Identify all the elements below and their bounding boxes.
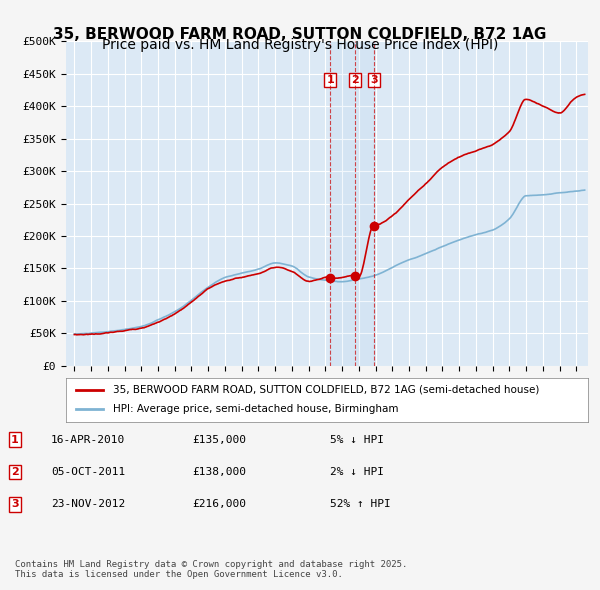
Text: 3: 3 — [370, 76, 377, 85]
Text: £135,000: £135,000 — [192, 435, 246, 444]
Text: 5% ↓ HPI: 5% ↓ HPI — [330, 435, 384, 444]
Text: £138,000: £138,000 — [192, 467, 246, 477]
Text: 35, BERWOOD FARM ROAD, SUTTON COLDFIELD, B72 1AG (semi-detached house): 35, BERWOOD FARM ROAD, SUTTON COLDFIELD,… — [113, 385, 539, 395]
Text: 3: 3 — [11, 500, 19, 509]
Text: Price paid vs. HM Land Registry's House Price Index (HPI): Price paid vs. HM Land Registry's House … — [102, 38, 498, 53]
Text: 23-NOV-2012: 23-NOV-2012 — [51, 500, 125, 509]
Text: 35, BERWOOD FARM ROAD, SUTTON COLDFIELD, B72 1AG: 35, BERWOOD FARM ROAD, SUTTON COLDFIELD,… — [53, 27, 547, 41]
Text: 05-OCT-2011: 05-OCT-2011 — [51, 467, 125, 477]
Text: 2% ↓ HPI: 2% ↓ HPI — [330, 467, 384, 477]
Text: 1: 1 — [326, 76, 334, 85]
Text: 2: 2 — [11, 467, 19, 477]
Bar — [330, 41, 374, 366]
Text: HPI: Average price, semi-detached house, Birmingham: HPI: Average price, semi-detached house,… — [113, 405, 398, 414]
Text: 1: 1 — [11, 435, 19, 444]
Text: 52% ↑ HPI: 52% ↑ HPI — [330, 500, 391, 509]
Text: Contains HM Land Registry data © Crown copyright and database right 2025.
This d: Contains HM Land Registry data © Crown c… — [15, 560, 407, 579]
Text: £216,000: £216,000 — [192, 500, 246, 509]
Text: 2: 2 — [351, 76, 359, 85]
Text: 16-APR-2010: 16-APR-2010 — [51, 435, 125, 444]
